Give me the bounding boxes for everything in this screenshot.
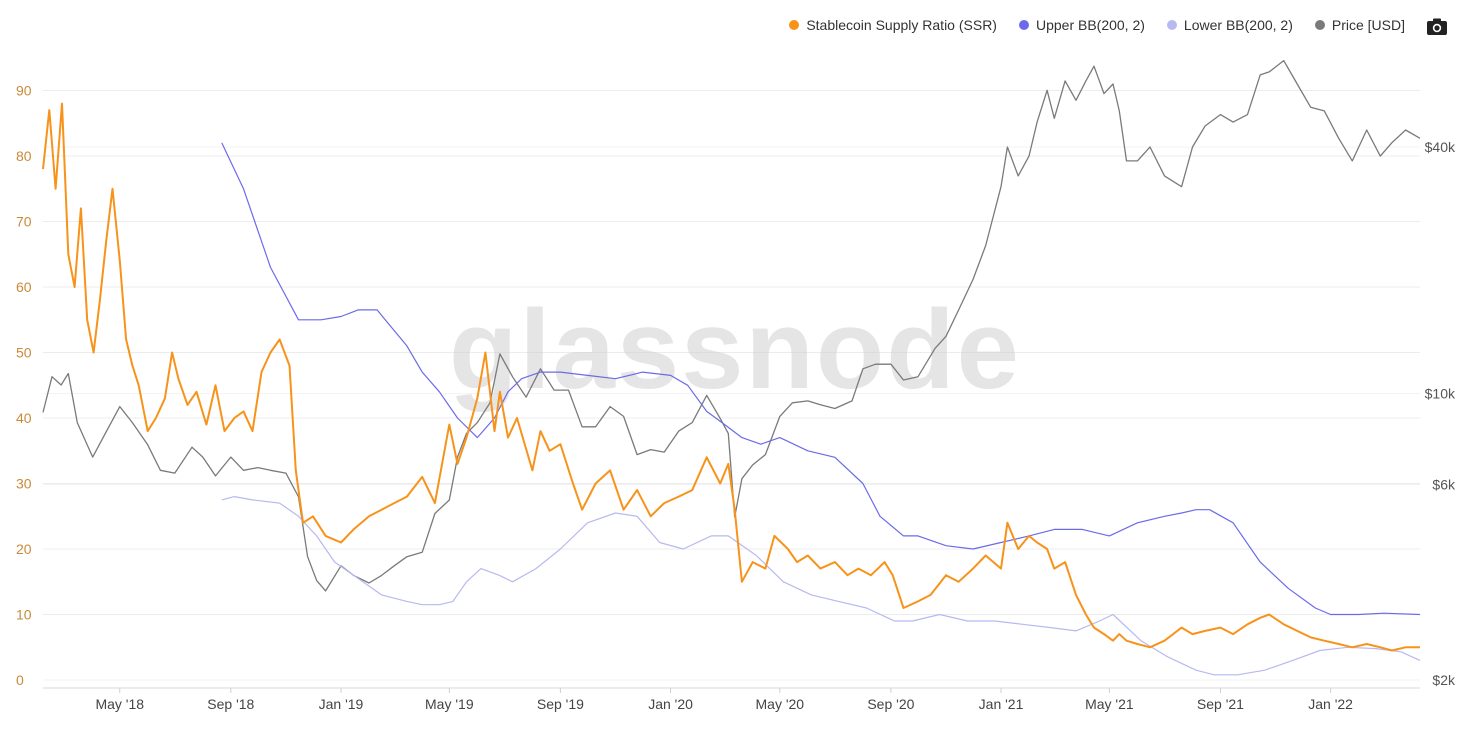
watermark: glassnode: [449, 287, 1021, 412]
x-tick-label: May '20: [756, 696, 805, 712]
legend-item-lower-bb[interactable]: Lower BB(200, 2): [1166, 17, 1293, 33]
series-ssr-line: [42, 102, 1420, 652]
legend-item-upper-bb[interactable]: Upper BB(200, 2): [1018, 17, 1145, 33]
y-left-tick-label: 80: [16, 148, 32, 164]
x-tick-label: May '18: [95, 696, 144, 712]
series-layer: [42, 59, 1421, 676]
y-left-tick-label: 70: [16, 214, 32, 230]
y-right-tick-label: $40k: [1425, 139, 1456, 155]
x-tick-label: May '19: [425, 696, 474, 712]
x-tick-label: May '21: [1085, 696, 1134, 712]
x-tick-label: Jan '22: [1308, 696, 1353, 712]
y-right-tick-label: $2k: [1432, 672, 1456, 688]
axis-labels: 0 10 20 30 40 50 60 70 80 90 $2k $6k $10k $40k May '18…: [16, 83, 1456, 713]
camera-icon[interactable]: [1425, 15, 1449, 39]
y-left-tick-label: 60: [16, 279, 32, 295]
x-tick-label: Sep '21: [1197, 696, 1244, 712]
legend-item-ssr[interactable]: Stablecoin Supply Ratio (SSR): [789, 17, 997, 33]
legend-label-lower-bb: Lower BB(200, 2): [1183, 17, 1293, 33]
legend-dot-ssr: [789, 20, 800, 30]
x-tick-label: Jan '20: [648, 696, 693, 712]
y-right-tick-label: $10k: [1425, 386, 1456, 402]
y-left-tick-label: 10: [16, 607, 32, 623]
y-left-tick-label: 90: [16, 83, 32, 99]
y-left-tick-label: 30: [16, 476, 32, 492]
y-left-tick-label: 40: [16, 410, 32, 426]
series-upper-bb-line: [221, 142, 1421, 616]
legend-dot-upper-bb: [1018, 20, 1029, 30]
grid-lines: [43, 90, 1420, 681]
series-lower-bb-line: [221, 496, 1421, 676]
legend-label-price: Price [USD]: [1331, 17, 1405, 33]
y-right-tick-label: $6k: [1432, 477, 1456, 493]
legend-dot-price: [1314, 20, 1325, 30]
x-tick-label: Jan '21: [979, 696, 1024, 712]
x-tick-label: Sep '18: [207, 696, 254, 712]
x-tick-label: Sep '20: [867, 696, 914, 712]
legend-item-price[interactable]: Price [USD]: [1314, 17, 1405, 33]
legend: Stablecoin Supply Ratio (SSR) Upper BB(2…: [789, 17, 1405, 33]
y-left-tick-label: 20: [16, 541, 32, 557]
legend-label-ssr: Stablecoin Supply Ratio (SSR): [806, 17, 997, 33]
y-left-tick-label: 0: [16, 672, 24, 688]
legend-label-upper-bb: Upper BB(200, 2): [1035, 17, 1145, 33]
y-left-tick-label: 50: [16, 345, 32, 361]
x-tick-label: Sep '19: [537, 696, 584, 712]
x-tick-label: Jan '19: [319, 696, 364, 712]
series-price-line: [42, 59, 1421, 592]
legend-dot-lower-bb: [1166, 20, 1177, 30]
